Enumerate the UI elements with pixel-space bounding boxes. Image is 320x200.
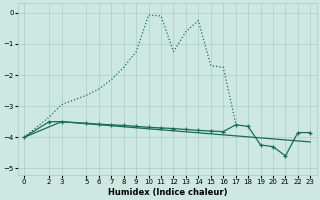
X-axis label: Humidex (Indice chaleur): Humidex (Indice chaleur) (108, 188, 227, 197)
